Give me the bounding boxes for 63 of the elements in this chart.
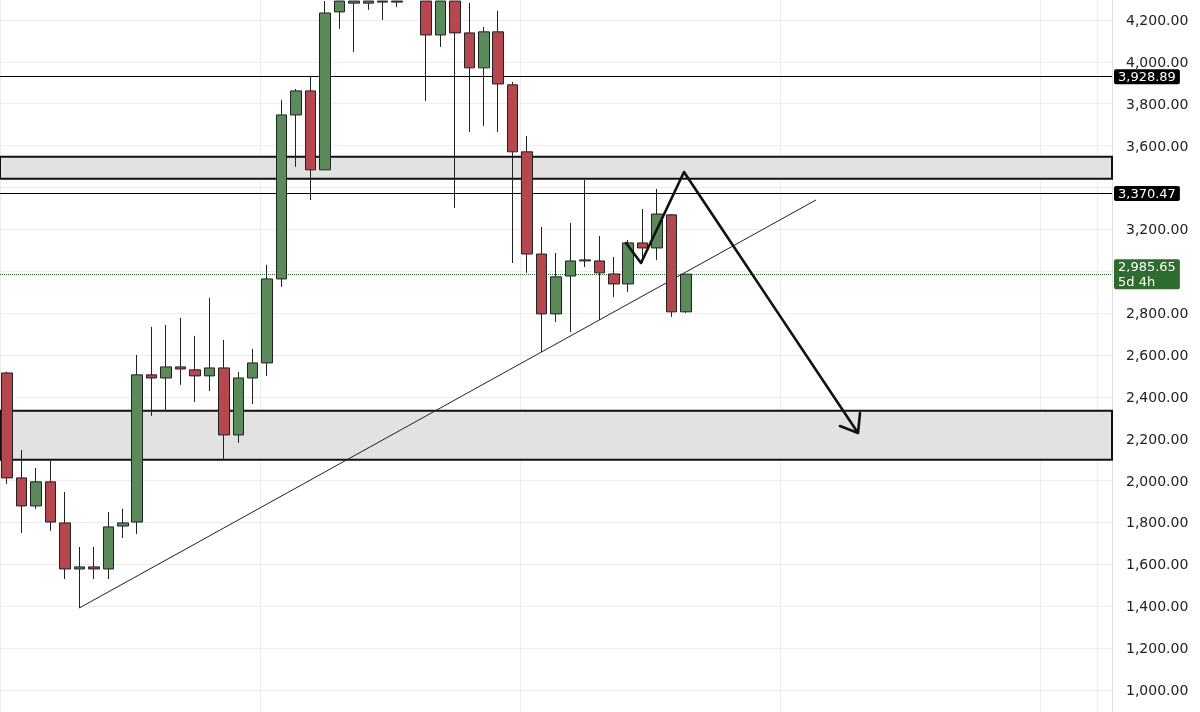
candlestick xyxy=(319,0,331,171)
candlestick xyxy=(492,10,504,133)
y-tick-label: 1,400.00 xyxy=(1126,598,1189,615)
candlestick xyxy=(363,0,374,11)
y-tick-label: 2,800.00 xyxy=(1126,305,1189,322)
candlestick xyxy=(666,213,677,318)
y-tick-label: 2,200.00 xyxy=(1126,430,1189,447)
y-tick-label: 1,800.00 xyxy=(1126,514,1189,531)
candlestick xyxy=(247,348,258,405)
candlestick xyxy=(348,0,360,53)
y-tick-label: 4,200.00 xyxy=(1126,11,1189,28)
candlestick xyxy=(608,256,620,298)
candlestick xyxy=(420,0,432,102)
candlestick xyxy=(622,239,634,293)
candlestick xyxy=(449,0,461,209)
candlestick xyxy=(680,273,692,314)
y-tick-label: 1,600.00 xyxy=(1126,556,1189,573)
candlestick xyxy=(16,449,27,534)
ref-line-label: 2,985.65 xyxy=(1118,259,1176,275)
candlestick xyxy=(45,460,56,532)
ref-line-label: 3,370.47 xyxy=(1118,186,1176,202)
text: 5d 4h xyxy=(1118,274,1156,290)
candlestick xyxy=(131,354,143,535)
y-tick-label: 3,600.00 xyxy=(1126,137,1189,154)
candlestick xyxy=(565,222,576,333)
candlestick xyxy=(30,467,42,510)
y-tick-label: 2,600.00 xyxy=(1126,346,1189,363)
y-tick-label: 2,400.00 xyxy=(1126,388,1189,405)
candlestick xyxy=(146,326,157,417)
candlestick xyxy=(435,0,446,48)
candlestick xyxy=(103,511,114,580)
candlestick xyxy=(521,135,533,274)
candlestick xyxy=(334,0,345,30)
y-tick-label: 1,000.00 xyxy=(1126,682,1189,699)
candlestick xyxy=(579,179,591,268)
candlestick xyxy=(507,81,518,264)
candlestick xyxy=(175,317,186,386)
candlestick xyxy=(536,226,547,353)
y-tick-label: 1,200.00 xyxy=(1126,640,1189,657)
candlestick xyxy=(276,99,287,288)
candlestick xyxy=(464,2,475,133)
candlestick xyxy=(88,546,100,580)
candlestick xyxy=(59,491,71,580)
candlestick xyxy=(1,371,13,485)
y-tick-label: 2,000.00 xyxy=(1126,472,1189,489)
candlestick xyxy=(478,26,490,127)
y-tick-label: 3,200.00 xyxy=(1126,221,1189,238)
y-tick-label: 4,000.00 xyxy=(1126,53,1189,70)
candlestick xyxy=(290,88,302,168)
candlestick xyxy=(218,339,230,460)
candlestick xyxy=(160,324,172,412)
candlestick xyxy=(204,297,215,392)
candlestick xyxy=(391,0,403,8)
candlestick xyxy=(550,252,562,323)
candlestick xyxy=(305,75,316,201)
candlestick xyxy=(189,335,201,403)
candlestick xyxy=(377,0,388,21)
candlestick xyxy=(233,371,244,444)
ref-line-label: 3,928.89 xyxy=(1118,69,1176,85)
candlestick xyxy=(261,264,273,377)
candlestick xyxy=(594,235,605,321)
y-tick-label: 3,800.00 xyxy=(1126,95,1189,112)
candlestick xyxy=(117,508,129,539)
